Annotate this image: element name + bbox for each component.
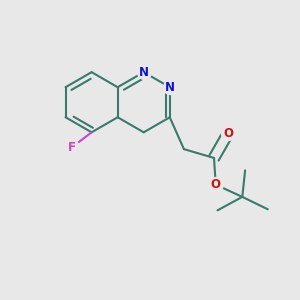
Text: O: O [211, 178, 221, 191]
Text: N: N [165, 81, 175, 94]
Text: N: N [139, 66, 149, 79]
Text: O: O [223, 127, 233, 140]
Text: F: F [68, 141, 76, 154]
